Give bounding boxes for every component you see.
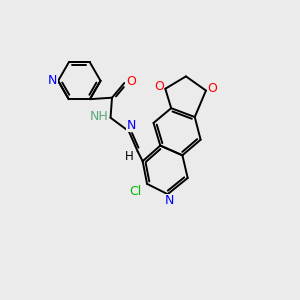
Text: O: O xyxy=(208,82,218,95)
Text: H: H xyxy=(124,150,133,163)
Text: N: N xyxy=(127,119,136,132)
Text: N: N xyxy=(48,74,58,87)
Text: O: O xyxy=(154,80,164,93)
Text: N: N xyxy=(164,194,174,207)
Text: NH: NH xyxy=(90,110,109,123)
Text: Cl: Cl xyxy=(129,185,141,198)
Text: O: O xyxy=(126,75,136,88)
